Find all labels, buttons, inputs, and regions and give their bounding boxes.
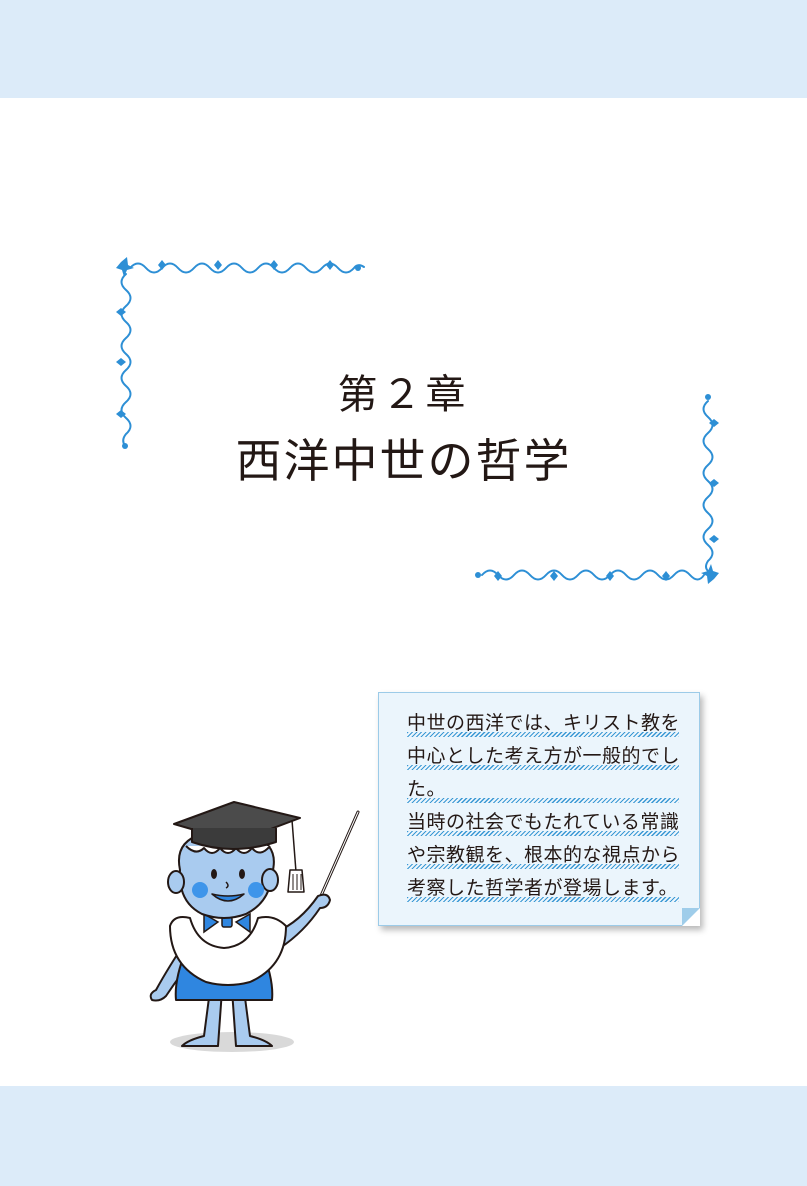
top-band <box>0 0 807 98</box>
chapter-title: 西洋中世の哲学 <box>235 434 572 488</box>
note-line-4: 当時の社会でもたれている常識 <box>407 810 679 836</box>
note-line-5: や宗教観を、根本的な視点から <box>407 843 680 869</box>
note-line-2: 中心とした考え方が一般的でし <box>407 744 680 770</box>
note-line-1: 中世の西洋では、キリスト教を <box>407 711 680 737</box>
chapter-number: 第２章 <box>337 372 470 418</box>
explanation-note: 中世の西洋では、キリスト教を 中心とした考え方が一般的でし た。 当時の社会でも… <box>378 692 700 926</box>
note-folded-corner <box>682 908 700 926</box>
ornament-bottom-right <box>475 394 719 584</box>
ornament-top-left <box>116 257 365 449</box>
note-line-6: 考察した哲学者が登場します。 <box>407 876 679 902</box>
note-text: 中世の西洋では、キリスト教を 中心とした考え方が一般的でし た。 当時の社会でも… <box>407 711 680 909</box>
bottom-band <box>0 1086 807 1186</box>
note-line-3: た。 <box>407 777 679 803</box>
professor-mascot-illustration <box>149 801 360 1052</box>
